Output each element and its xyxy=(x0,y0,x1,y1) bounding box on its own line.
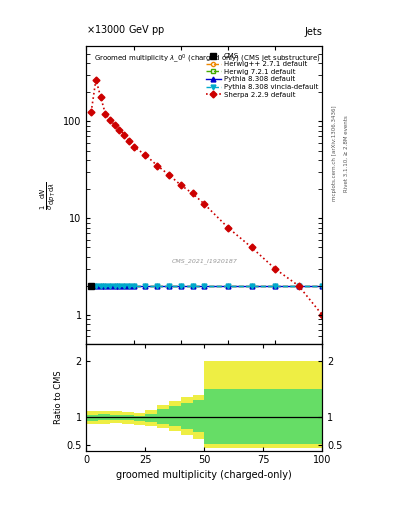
X-axis label: groomed multiplicity (charged-only): groomed multiplicity (charged-only) xyxy=(116,470,292,480)
Text: CMS_2021_I1920187: CMS_2021_I1920187 xyxy=(171,258,237,264)
Y-axis label: Ratio to CMS: Ratio to CMS xyxy=(55,371,63,424)
Text: Rivet 3.1.10, ≥ 2.8M events: Rivet 3.1.10, ≥ 2.8M events xyxy=(344,115,349,192)
Text: Jets: Jets xyxy=(305,27,322,37)
Y-axis label: $\frac{1}{\sigma}\frac{\mathrm{d}N}{\mathrm{d}p_T\,\mathrm{d}\lambda}$: $\frac{1}{\sigma}\frac{\mathrm{d}N}{\mat… xyxy=(38,181,58,209)
Text: $\times$13000 GeV pp: $\times$13000 GeV pp xyxy=(86,24,166,37)
Text: mcplots.cern.ch [arXiv:1306.3436]: mcplots.cern.ch [arXiv:1306.3436] xyxy=(332,106,337,201)
Text: Groomed multiplicity $\lambda\_0^0$ (charged only) (CMS jet substructure): Groomed multiplicity $\lambda\_0^0$ (cha… xyxy=(94,52,321,65)
Legend: CMS, Herwig++ 2.7.1 default, Herwig 7.2.1 default, Pythia 8.308 default, Pythia : CMS, Herwig++ 2.7.1 default, Herwig 7.2.… xyxy=(205,53,319,99)
